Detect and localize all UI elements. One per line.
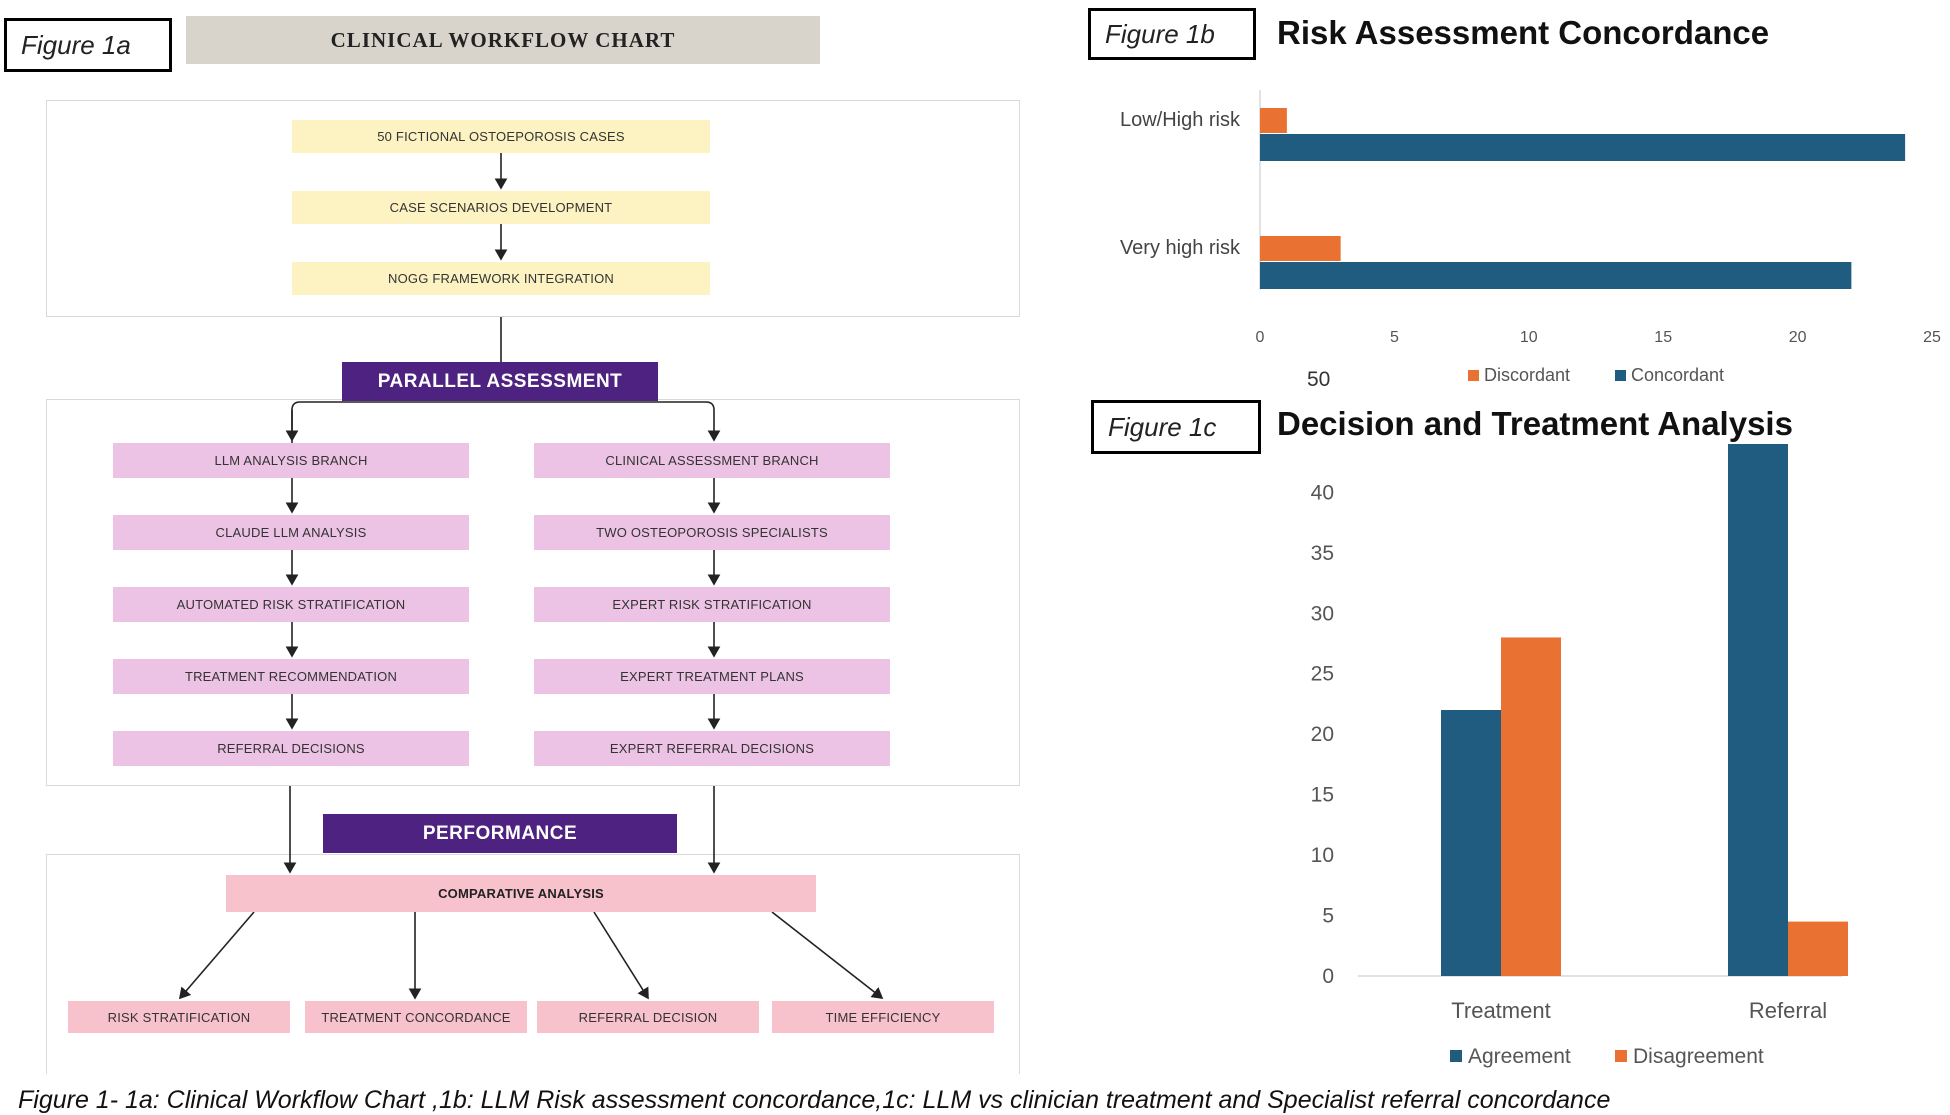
llm-branch-node-1: LLM ANALYSIS BRANCH xyxy=(113,443,469,478)
figure-caption: Figure 1- 1a: Clinical Workflow Chart ,1… xyxy=(18,1086,1611,1114)
performance-header: PERFORMANCE xyxy=(323,814,677,853)
fig1c-y-tick: 10 xyxy=(1311,844,1334,867)
llm-branch-node-5: REFERRAL DECISIONS xyxy=(113,731,469,766)
fig1a-label: Figure 1a xyxy=(4,18,172,72)
fig1b-x-tick: 15 xyxy=(1654,329,1672,346)
fig1b-legend-swatch xyxy=(1615,370,1626,381)
workflow-title: CLINICAL WORKFLOW CHART xyxy=(186,16,820,64)
fig1b-legend-label: Concordant xyxy=(1631,365,1724,385)
fig1c-bar-agreement xyxy=(1728,444,1788,976)
fig1b-bar-discordant xyxy=(1260,236,1341,261)
fig1c-category-label: Treatment xyxy=(1451,998,1550,1023)
fig1c-y-tick: 15 xyxy=(1311,784,1334,807)
clinical-branch-node-5: EXPERT REFERRAL DECISIONS xyxy=(534,731,890,766)
node-nogg-framework: NOGG FRAMEWORK INTEGRATION xyxy=(292,262,710,295)
fig1b-bar-discordant xyxy=(1260,108,1287,133)
node-fictional-cases: 50 FICTIONAL OSTOEPOROSIS CASES xyxy=(292,120,710,153)
fig1c-legend-swatch xyxy=(1450,1050,1462,1062)
fig1b-title: Risk Assessment Concordance xyxy=(1277,14,1770,51)
fig1c-bar-disagreement xyxy=(1788,921,1848,976)
fig1b-legend-label: Discordant xyxy=(1484,365,1570,385)
node-comparative-analysis: COMPARATIVE ANALYSIS xyxy=(226,875,816,912)
fig1c-y-tick: 5 xyxy=(1322,905,1334,928)
fig1b-bar-concordant xyxy=(1260,134,1906,161)
clinical-branch-node-2: TWO OSTEOPOROSIS SPECIALISTS xyxy=(534,515,890,550)
fig1b-x-tick: 0 xyxy=(1256,329,1265,346)
fig1c-y-tick: 30 xyxy=(1311,602,1334,625)
fig1c-bar-agreement xyxy=(1441,710,1501,976)
fig1b-x-tick: 25 xyxy=(1923,329,1941,346)
outcome-time-efficiency: TIME EFFICIENCY xyxy=(772,1001,994,1033)
fig1c-bar-disagreement xyxy=(1501,637,1561,976)
clinical-branch-node-1: CLINICAL ASSESSMENT BRANCH xyxy=(534,443,890,478)
fig1c-legend-label: Disagreement xyxy=(1633,1045,1764,1068)
fig1c-legend-swatch xyxy=(1615,1050,1627,1062)
outcome-risk-stratification: RISK STRATIFICATION xyxy=(68,1001,290,1033)
fig1b-label: Figure 1b xyxy=(1088,8,1256,60)
fig1c-y-tick: 0 xyxy=(1322,965,1334,988)
node-case-scenarios: CASE SCENARIOS DEVELOPMENT xyxy=(292,191,710,224)
fig1b-chart: Low/High risk Very high risk 0 5 10 15 20 25 Dis… xyxy=(1120,90,1941,385)
clinical-branch-node-3: EXPERT RISK STRATIFICATION xyxy=(534,587,890,622)
fig1c-legend-label: Agreement xyxy=(1468,1045,1571,1068)
llm-branch-node-2: CLAUDE LLM ANALYSIS xyxy=(113,515,469,550)
fig1b-x-tick: 10 xyxy=(1520,329,1538,346)
outcome-treatment-concordance: TREATMENT CONCORDANCE xyxy=(305,1001,527,1033)
fig1b-x-tick: 20 xyxy=(1789,329,1807,346)
fig1b-category-label: Low/High risk xyxy=(1120,109,1241,131)
fig1c-y-tick: 40 xyxy=(1311,481,1334,504)
fig1c-title: Decision and Treatment Analysis xyxy=(1277,405,1793,442)
fig1c-y-tick: 25 xyxy=(1311,663,1334,686)
fig1b-bar-concordant xyxy=(1260,262,1852,289)
fig1c-label: Figure 1c xyxy=(1091,400,1261,454)
outcome-referral-decision: REFERRAL DECISION xyxy=(537,1001,759,1033)
fig1c-category-label: Referral xyxy=(1749,998,1827,1023)
fig1b-category-label: Very high risk xyxy=(1120,237,1241,259)
fig1b-stray-label: 50 xyxy=(1307,368,1331,391)
fig1b-x-tick: 5 xyxy=(1390,329,1399,346)
fig1c-chart: 0 5 10 15 20 25 30 35 40 Treatment Referral Agreeme… xyxy=(1311,444,1848,1068)
fig1b-legend-swatch xyxy=(1468,370,1479,381)
workflow-connectors xyxy=(178,153,884,1000)
fig1c-y-tick: 20 xyxy=(1311,723,1334,746)
clinical-branch-node-4: EXPERT TREATMENT PLANS xyxy=(534,659,890,694)
parallel-assessment-header: PARALLEL ASSESSMENT xyxy=(342,362,658,401)
llm-branch-node-3: AUTOMATED RISK STRATIFICATION xyxy=(113,587,469,622)
llm-branch-node-4: TREATMENT RECOMMENDATION xyxy=(113,659,469,694)
fig1c-y-tick: 35 xyxy=(1311,542,1334,565)
